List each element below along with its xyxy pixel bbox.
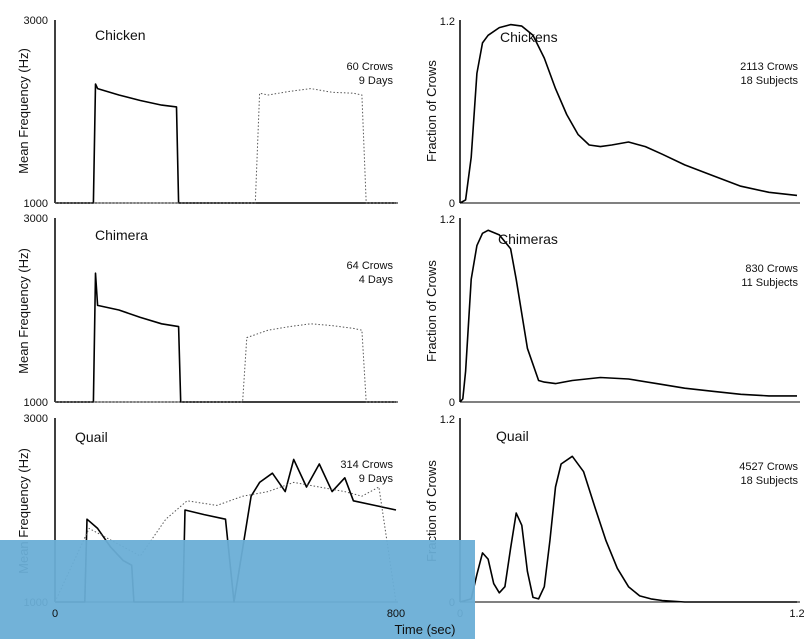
x-tick-label-min-overlay: 0 (52, 608, 58, 620)
y-tick-label-max: 1.2 (440, 414, 455, 426)
panel-title: Chimera (95, 227, 148, 243)
crow-count: 314 Crows (340, 459, 393, 471)
subject-count: 18 Subjects (741, 75, 799, 87)
crow-count: 64 Crows (347, 260, 394, 272)
series-line-solid-0 (459, 23, 798, 204)
x-axis-label-overlay: Time (sec) (395, 622, 456, 637)
panel-chimeras-fraction: 1.2 0 Fraction of Crows Chimeras 830 Cro… (424, 214, 800, 409)
plot-area (459, 455, 797, 603)
crow-count: 60 Crows (347, 61, 394, 73)
crow-count: 830 Crows (745, 263, 798, 275)
y-tick-label-max: 1.2 (440, 16, 455, 28)
panel-title: Chicken (95, 27, 146, 43)
y-tick-label-max: 3000 (24, 213, 48, 225)
plot-area (459, 229, 797, 403)
overlay-band (0, 540, 475, 639)
panel-chicken: 3000 1000 Mean Frequency (Hz) Chicken 60… (16, 15, 398, 210)
series-line-dotted-1 (55, 88, 396, 204)
plot-area (55, 272, 396, 403)
day-count: 4 Days (359, 274, 394, 286)
subject-count: 11 Subjects (741, 277, 798, 289)
panel-title: Chickens (500, 29, 558, 45)
panel-chimera: 3000 1000 Mean Frequency (Hz) Chimera 64… (16, 213, 398, 409)
series-line-solid-0 (459, 229, 797, 403)
crow-count: 4527 Crows (739, 461, 798, 473)
series-line-dotted-1 (55, 323, 396, 403)
subject-count: 18 Subjects (741, 475, 799, 487)
y-axis-label: Mean Frequency (Hz) (16, 48, 31, 174)
y-axis-label: Fraction of Crows (424, 60, 439, 162)
y-tick-label-max: 1.2 (440, 214, 455, 226)
crow-count: 2113 Crows (740, 61, 798, 73)
y-tick-label-min: 1000 (24, 198, 48, 210)
plot-area (55, 83, 396, 204)
y-tick-label-max: 3000 (24, 15, 48, 27)
y-axis-label: Fraction of Crows (424, 460, 439, 562)
y-axis-label: Fraction of Crows (424, 260, 439, 362)
y-tick-label-max: 3000 (24, 413, 48, 425)
y-tick-label-min: 1000 (24, 397, 48, 409)
y-axis-label: Mean Frequency (Hz) (16, 248, 31, 374)
panel-title: Quail (75, 429, 108, 445)
series-line-solid-0 (459, 455, 797, 603)
day-count: 9 Days (359, 473, 394, 485)
series-line-solid-0 (55, 272, 396, 403)
panel-chickens-fraction: 1.2 0 Fraction of Crows Chickens 2113 Cr… (424, 16, 800, 210)
panel-title: Chimeras (498, 231, 558, 247)
series-line-dotted-1 (54, 481, 397, 603)
series-line-solid-0 (55, 83, 396, 204)
y-tick-label-min: 0 (449, 198, 455, 210)
x-tick-label-max-overlay: 800 (387, 608, 405, 620)
panel-title: Quail (496, 428, 529, 444)
plot-area (459, 23, 798, 204)
day-count: 9 Days (359, 75, 394, 87)
y-tick-label-min: 0 (449, 397, 455, 409)
x-tick-label-max: 1.2 (789, 608, 804, 620)
